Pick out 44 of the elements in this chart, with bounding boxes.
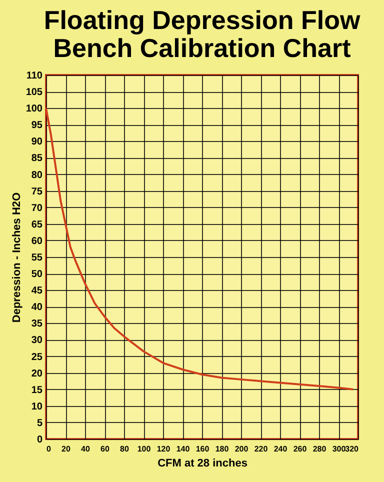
x-tick-label: 220 <box>254 444 268 454</box>
x-tick-label: 60 <box>100 444 110 454</box>
y-tick-label: 30 <box>31 335 43 346</box>
y-tick-label: 0 <box>36 434 43 446</box>
x-axis-title: CFM at 28 inches <box>158 458 248 470</box>
y-tick-label: 110 <box>26 70 43 82</box>
y-tick-label: 100 <box>26 104 43 115</box>
y-tick-label: 50 <box>31 269 43 280</box>
y-tick-label: 65 <box>31 219 43 230</box>
x-tick-label: 80 <box>120 444 130 454</box>
y-tick-label: 35 <box>31 318 43 330</box>
x-tick-label: 140 <box>176 444 190 454</box>
x-tick-label: 180 <box>215 444 230 454</box>
y-tick-label: 55 <box>31 252 43 264</box>
y-tick-label: 10 <box>31 401 43 412</box>
y-tick-label: 45 <box>31 286 43 297</box>
y-tick-label: 20 <box>31 368 43 380</box>
x-tick-label: 40 <box>81 444 90 454</box>
x-tick-label: 160 <box>196 444 210 454</box>
x-tick-label: 260 <box>293 444 308 454</box>
x-tick-label: 0 <box>46 444 52 454</box>
text: Bench Calibration Chart <box>53 33 351 63</box>
y-tick-label: 85 <box>31 153 43 164</box>
y-tick-label: 75 <box>31 186 43 198</box>
x-tick-label: 280 <box>312 444 327 454</box>
y-tick-label: 5 <box>36 418 43 429</box>
y-tick-label: 60 <box>31 236 43 247</box>
x-tick-label: 240 <box>274 444 288 454</box>
x-tick-label: 300 <box>332 444 346 454</box>
x-tick-label: 200 <box>234 444 249 454</box>
y-tick-label: 70 <box>31 202 43 214</box>
y-tick-label: 105 <box>26 87 43 98</box>
y-tick-label: 90 <box>31 136 43 148</box>
x-tick-label: 320 <box>345 444 360 454</box>
y-tick-label: 25 <box>31 352 43 363</box>
text: Floating Depression Flow <box>44 5 360 35</box>
x-tick-label: 100 <box>137 444 152 454</box>
y-axis-title: Depression - Inches H2O <box>10 192 23 323</box>
x-tick-label: 20 <box>62 444 71 454</box>
y-tick-label: 95 <box>31 120 43 132</box>
y-tick-label: 40 <box>31 302 43 314</box>
x-tick-label: 120 <box>156 444 171 454</box>
y-tick-label: 15 <box>31 384 43 396</box>
y-tick-label: 80 <box>31 170 43 181</box>
